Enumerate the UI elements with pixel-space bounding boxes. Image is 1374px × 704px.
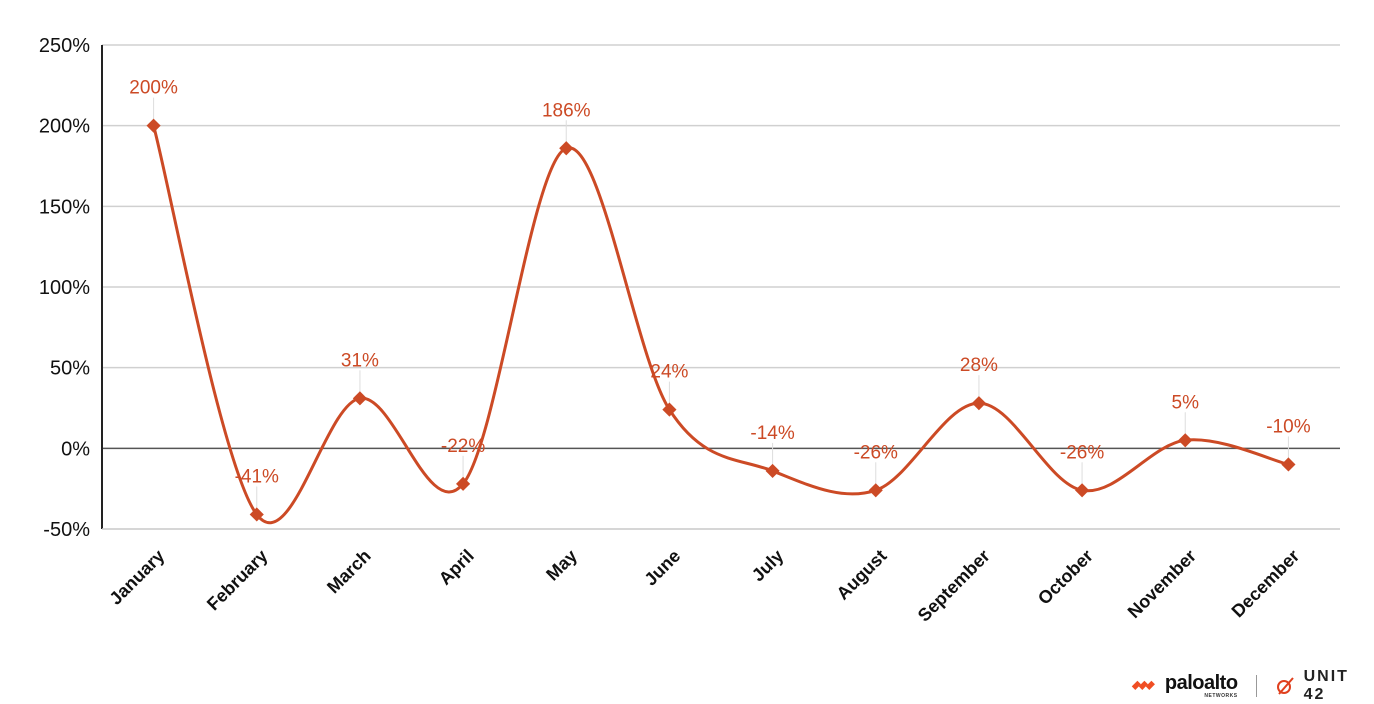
x-tick-label: April	[435, 546, 478, 589]
logo-divider	[1255, 675, 1257, 697]
branding-logos: paloalto NETWORKS UNIT 42	[1130, 668, 1374, 704]
x-tick-label: August	[833, 546, 891, 604]
y-tick-label: 50%	[50, 358, 90, 380]
data-point-marker	[352, 391, 367, 406]
x-tick-label: January	[105, 546, 168, 609]
data-label: 28%	[960, 355, 998, 376]
data-point-marker	[1075, 483, 1090, 498]
data-label: 24%	[650, 362, 688, 383]
data-label: 31%	[341, 350, 379, 371]
y-tick-label: 0%	[61, 438, 90, 460]
x-tick-label: June	[640, 546, 684, 590]
data-point-marker	[971, 396, 986, 411]
y-tick-label: 150%	[39, 196, 90, 218]
data-label: 200%	[129, 78, 178, 99]
y-tick-label: 250%	[39, 35, 90, 57]
y-tick-label: -50%	[43, 519, 90, 541]
data-point-marker	[765, 463, 780, 478]
data-point-marker	[456, 476, 471, 491]
data-label: -10%	[1266, 416, 1310, 437]
paloalto-logo-group: paloalto NETWORKS	[1165, 673, 1238, 699]
paloalto-logo-icon	[1131, 680, 1155, 690]
data-label: -41%	[235, 466, 279, 487]
data-label: 5%	[1172, 392, 1200, 413]
x-tick-label: September	[914, 546, 994, 626]
x-tick-label: October	[1034, 546, 1097, 609]
data-point-marker	[1281, 457, 1296, 472]
paloalto-logo: paloalto	[1164, 672, 1238, 694]
data-label: -26%	[854, 442, 898, 463]
data-point-marker	[868, 483, 883, 498]
data-point-marker	[559, 141, 574, 156]
x-tick-label: March	[323, 546, 375, 598]
data-point-marker	[1178, 433, 1193, 448]
x-tick-label: May	[542, 546, 581, 585]
paloalto-logo-subtitle: NETWORKS	[1204, 693, 1238, 699]
x-tick-label: December	[1228, 546, 1304, 622]
x-tick-label: July	[748, 546, 788, 586]
data-label: 186%	[542, 100, 591, 121]
data-label: -14%	[750, 423, 794, 444]
x-tick-label: November	[1124, 546, 1200, 622]
y-tick-label: 100%	[39, 277, 90, 299]
data-label: -26%	[1060, 442, 1104, 463]
data-point-marker	[662, 402, 677, 417]
x-tick-label: February	[203, 546, 272, 615]
data-point-marker	[146, 118, 161, 133]
unit42-logo: UNIT 42	[1303, 668, 1349, 703]
series-line	[152, 125, 1289, 525]
data-label: -22%	[441, 436, 485, 457]
y-tick-label: 200%	[39, 116, 90, 138]
unit42-logo-icon	[1276, 677, 1294, 695]
